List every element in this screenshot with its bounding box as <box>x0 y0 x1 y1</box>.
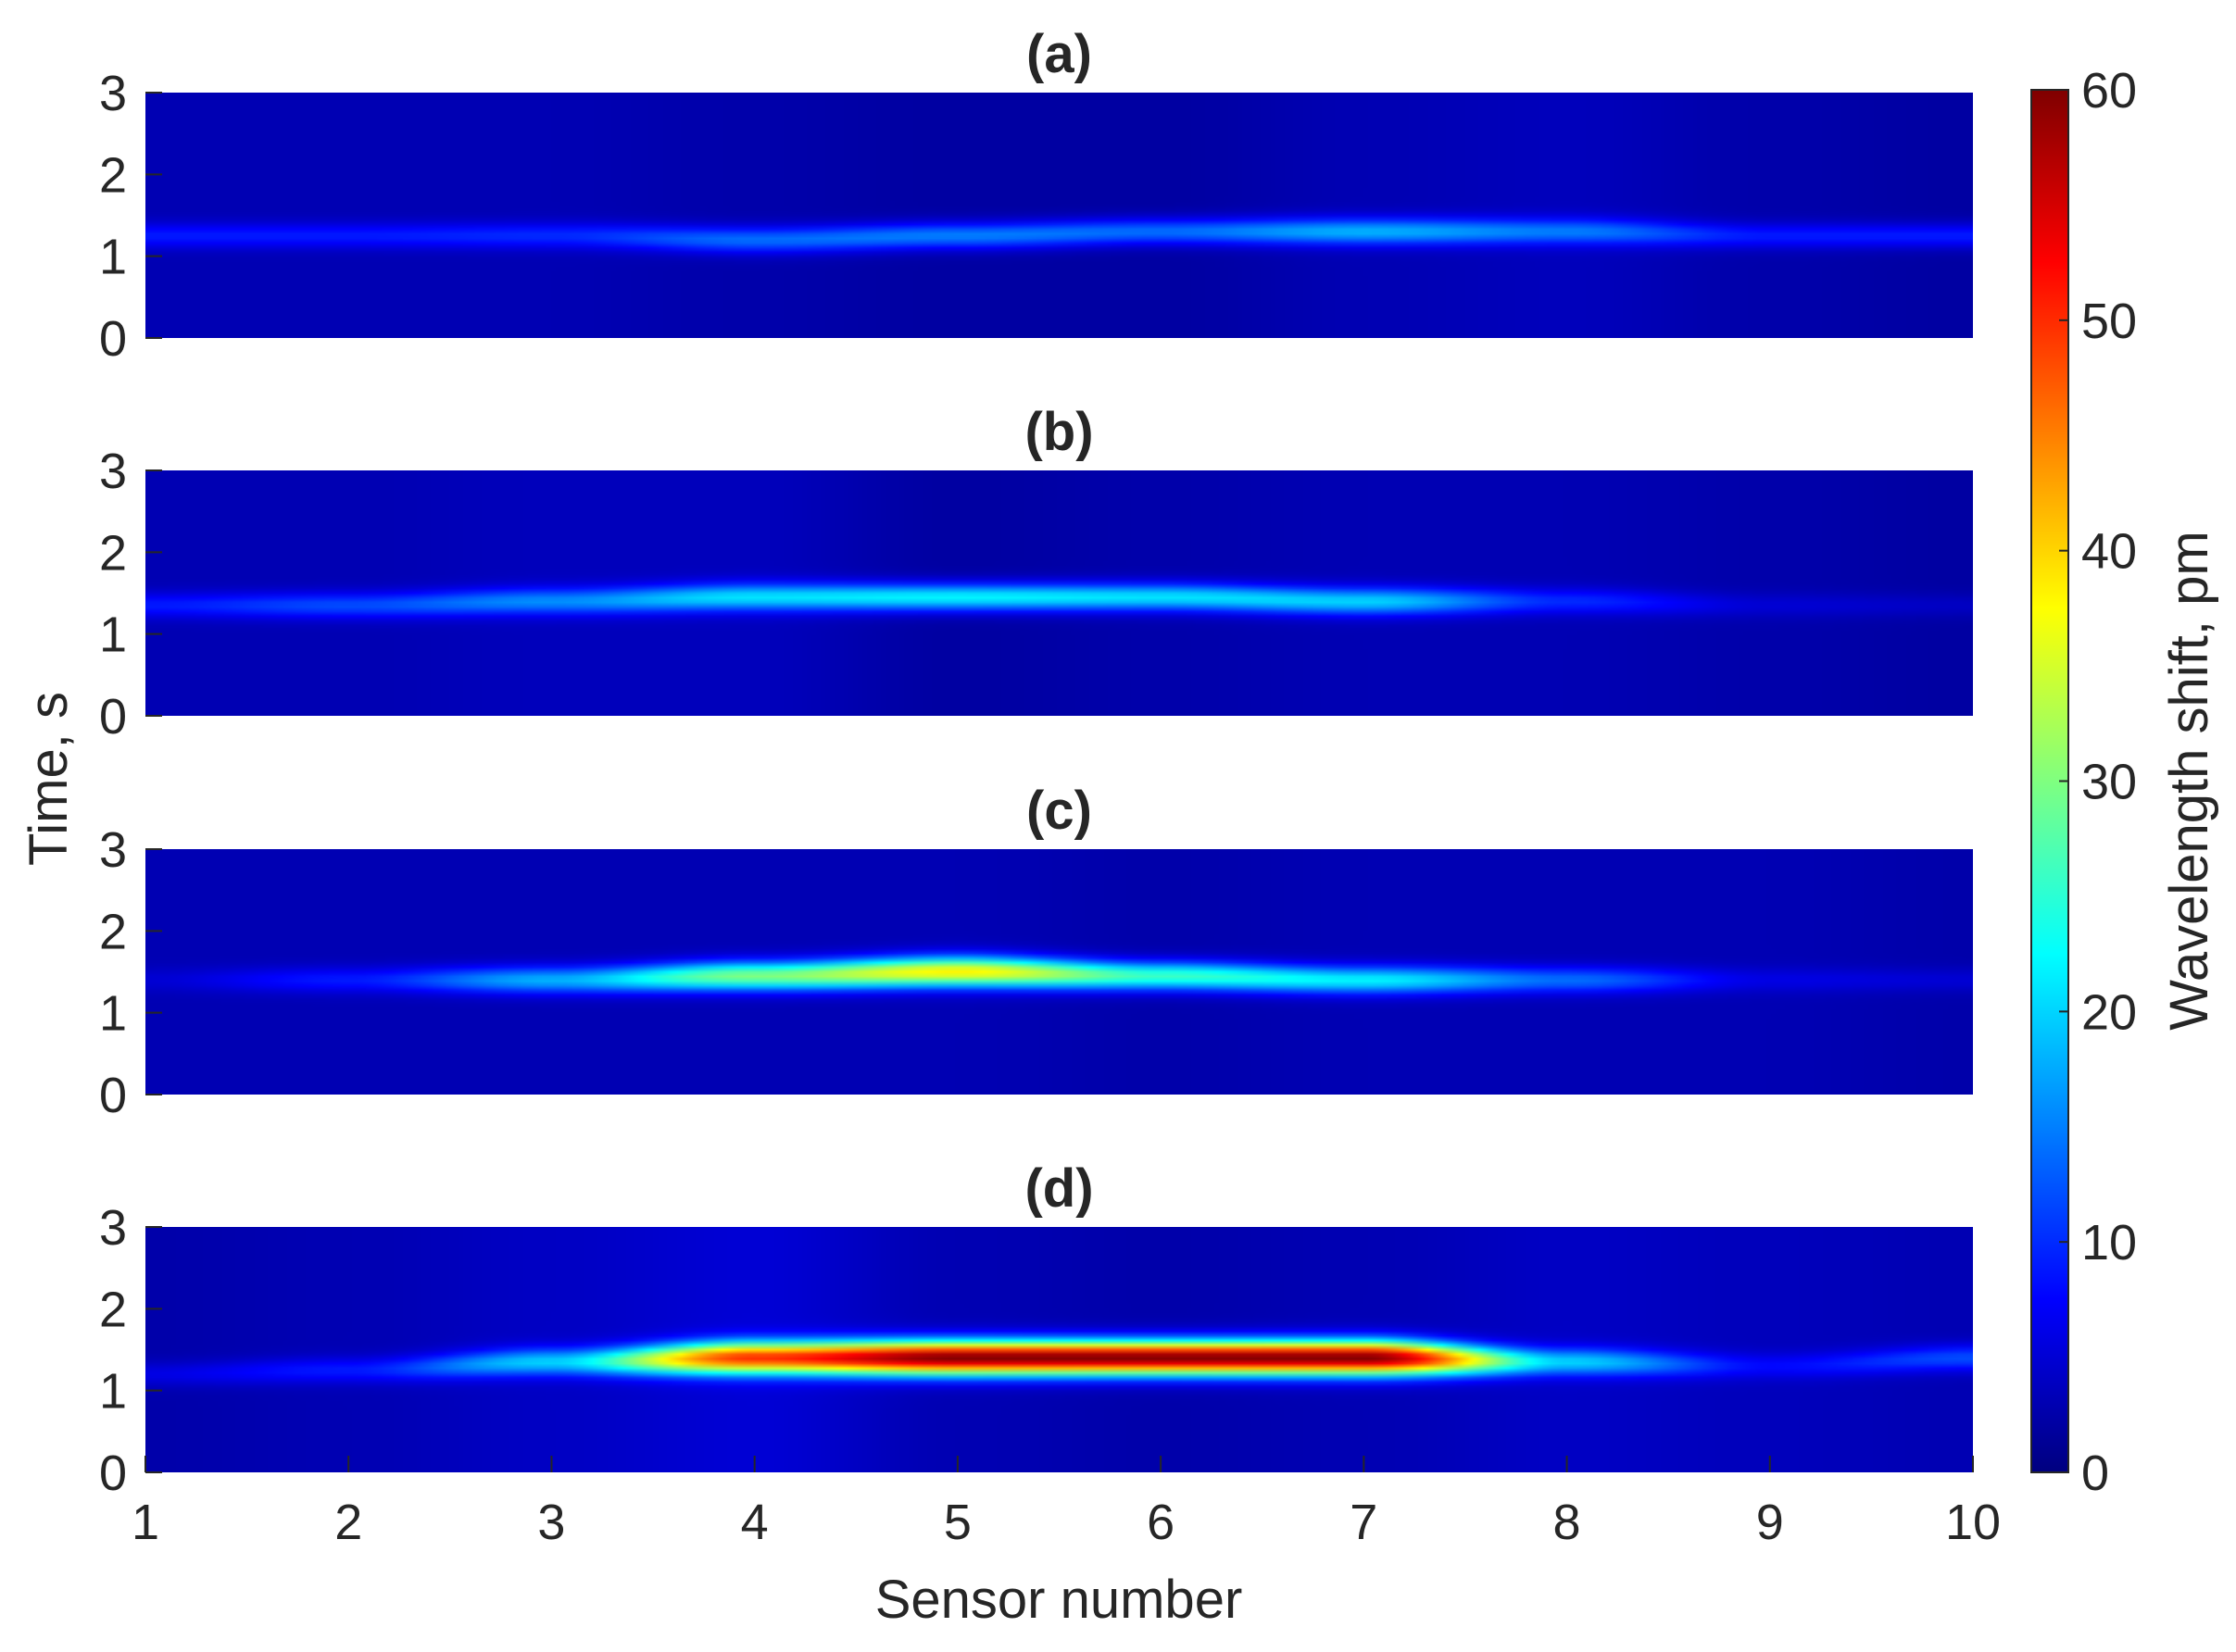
heatmap-cells <box>145 1227 1973 1472</box>
colorbar-tick-label: 40 <box>2081 524 2137 580</box>
panel-title: (c) <box>1026 781 1092 841</box>
y-tick-label: 0 <box>99 1068 127 1123</box>
y-tick-label: 2 <box>99 1282 127 1337</box>
x-tick-label: 6 <box>1147 1495 1175 1550</box>
y-tick-label: 3 <box>99 822 127 878</box>
y-tick-label: 1 <box>99 607 127 663</box>
colorbar-tick-label: 10 <box>2081 1215 2137 1270</box>
x-tick-label: 7 <box>1350 1495 1377 1550</box>
panel-title: (a) <box>1026 24 1092 84</box>
y-tick-label: 3 <box>99 66 127 121</box>
y-axis: Time, s <box>19 692 79 866</box>
heatmap-cells <box>145 849 1973 1095</box>
x-tick-label: 5 <box>944 1495 972 1550</box>
x-tick-label: 1 <box>132 1495 159 1550</box>
colorbar: Wavelength shift, pm 0 10 20 30 40 50 60 <box>2030 63 2219 1501</box>
y-tick-label: 3 <box>99 444 127 499</box>
heatmap-cells <box>145 93 1973 338</box>
panel-4: (d) 0 1 2 3 <box>99 1158 1973 1501</box>
x-tick-label: 8 <box>1553 1495 1581 1550</box>
y-tick-label: 2 <box>99 904 127 959</box>
x-tick-label: 4 <box>741 1495 769 1550</box>
y-tick-label: 1 <box>99 986 127 1042</box>
x-tick-label: 10 <box>1945 1495 2001 1550</box>
y-tick-label: 0 <box>99 1446 127 1501</box>
x-tick-label: 2 <box>334 1495 362 1550</box>
colorbar-tick-label: 20 <box>2081 984 2137 1040</box>
heatmap-cells <box>145 470 1973 716</box>
panel-title: (b) <box>1024 402 1093 462</box>
panel-1: (a) 0 1 2 3 <box>99 24 1973 367</box>
y-tick-label: 1 <box>99 1364 127 1420</box>
panel-2: (b) 0 1 2 3 <box>99 402 1973 745</box>
x-tick-label: 3 <box>537 1495 565 1550</box>
y-tick-label: 0 <box>99 689 127 745</box>
colorbar-tick-label: 30 <box>2081 755 2137 810</box>
panel-3: (c) 0 1 2 3 <box>99 781 1973 1123</box>
colorbar-tick-label: 50 <box>2081 294 2137 349</box>
y-tick-label: 2 <box>99 525 127 581</box>
y-tick-label: 2 <box>99 147 127 203</box>
y-tick-label: 3 <box>99 1200 127 1256</box>
colorbar-tick-label: 0 <box>2081 1446 2109 1501</box>
y-axis-label: Time, s <box>19 692 79 866</box>
panel-title: (d) <box>1024 1158 1093 1219</box>
colorbar-tick-label: 60 <box>2081 63 2137 119</box>
colorbar-label: Wavelength shift, pm <box>2159 531 2219 1030</box>
y-tick-label: 1 <box>99 230 127 285</box>
x-tick-label: 9 <box>1756 1495 1784 1550</box>
x-axis-label: Sensor number <box>875 1570 1243 1630</box>
y-tick-label: 0 <box>99 311 127 367</box>
panels-layer: (a) 0 1 2 3 (b) 0 1 2 3 (c) 0 1 2 3 (d) 0 1 2 3 <box>99 24 1973 1501</box>
x-axis: Sensor number 1 2 3 4 5 6 7 8 9 10 <box>132 1456 2001 1630</box>
